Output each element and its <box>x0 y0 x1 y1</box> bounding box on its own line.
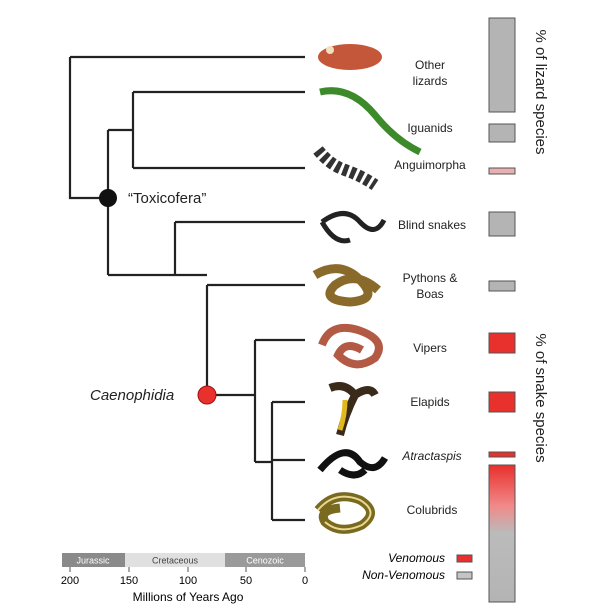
taxon-label: Vipers <box>413 341 447 355</box>
animal-illustrations <box>312 44 422 534</box>
side-label: % of snake species <box>532 333 549 462</box>
legend-label: Venomous <box>388 551 445 565</box>
taxon-label: Pythons & Boas <box>402 271 458 301</box>
taxon-label: Other lizards <box>412 58 448 88</box>
period-label: Jurassic <box>76 555 110 565</box>
node-label: Caenophidia <box>90 387 174 404</box>
time-tick: 100 <box>179 575 197 587</box>
taxon-label: Iguanids <box>407 121 453 135</box>
time-tick: 200 <box>61 575 79 587</box>
node-label: “Toxicofera” <box>128 190 206 207</box>
time-tick: 150 <box>120 575 138 587</box>
legend-swatch <box>456 571 473 580</box>
time-tick: 0 <box>302 575 308 587</box>
side-label: % of lizard species <box>532 29 549 154</box>
taxon-label: Elapids <box>410 395 450 409</box>
taxon-label: Atractaspis <box>402 449 462 463</box>
legend-label: Non-Venomous <box>362 568 445 582</box>
taxon-label: Blind snakes <box>397 218 467 232</box>
timescale <box>62 553 306 572</box>
tree-branches <box>68 55 305 522</box>
proportion-bars <box>488 17 516 603</box>
toxicofera-node <box>99 189 117 207</box>
period-label: Cretaceous <box>152 555 199 565</box>
time-tick: 50 <box>240 575 252 587</box>
taxon-label: Colubrids <box>406 503 458 517</box>
time-axis-title: Millions of Years Ago <box>133 590 244 604</box>
caenophidia-node <box>197 385 217 405</box>
legend-swatch <box>456 554 473 563</box>
taxon-label: Anguimorpha <box>394 158 466 172</box>
period-label: Cenozoic <box>246 555 284 565</box>
